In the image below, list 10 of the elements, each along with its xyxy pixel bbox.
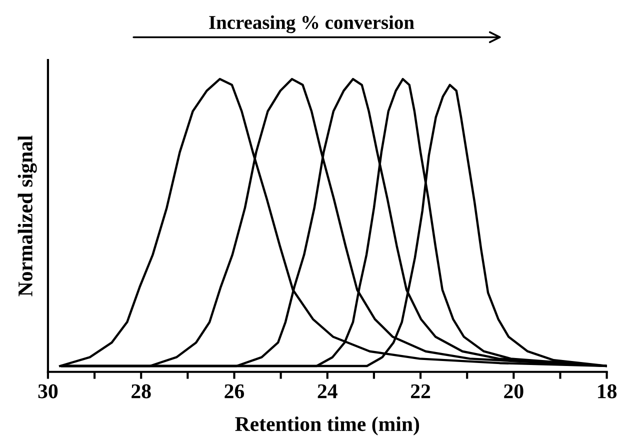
x-axis-title: Retention time (min) [235, 416, 420, 436]
x-tick-label: 28 [132, 384, 151, 398]
text: Increasing % conversion [209, 15, 414, 34]
x-tick-label: 20 [504, 384, 524, 398]
x-tick-label: 24 [318, 384, 338, 398]
x-tick-label: 26 [224, 384, 244, 398]
x-tick-label: 22 [410, 384, 430, 398]
x-tick-label: 18 [598, 384, 617, 398]
x-tick-label: 30 [38, 384, 58, 398]
y-axis-title: Normalized signal [18, 136, 37, 296]
